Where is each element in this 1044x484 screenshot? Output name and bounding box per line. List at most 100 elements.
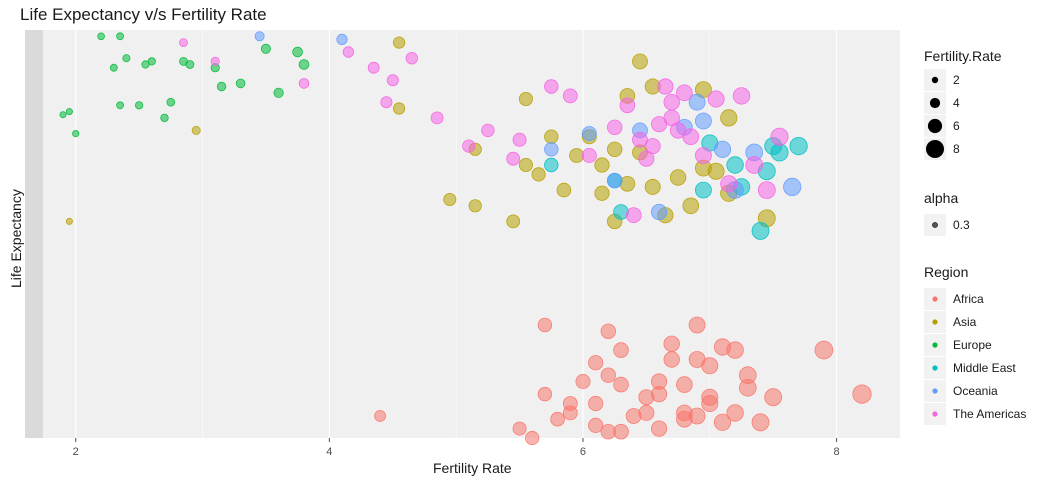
data-point-the-americas (562, 88, 578, 104)
data-point-oceania (713, 140, 732, 158)
data-point-africa (613, 376, 629, 393)
data-point-asia (392, 36, 406, 49)
data-point-europe (166, 97, 176, 107)
data-point-middle-east (726, 156, 744, 174)
data-point-the-americas (695, 147, 712, 164)
data-point-asia (468, 199, 482, 213)
region-legend-key (932, 342, 938, 348)
data-point-oceania (581, 126, 597, 142)
data-point-africa (764, 388, 783, 407)
data-point-africa (751, 413, 770, 432)
data-point-the-americas (210, 56, 220, 67)
data-point-middle-east (770, 143, 789, 162)
data-point-the-americas (405, 52, 419, 65)
data-point-asia (720, 109, 738, 127)
y-tick-marks (25, 30, 43, 438)
data-point-europe (59, 111, 67, 119)
data-point-asia (594, 157, 610, 173)
size-legend-key (929, 97, 941, 109)
data-point-africa (726, 341, 744, 359)
data-point-europe (160, 113, 169, 123)
data-point-the-americas (619, 97, 636, 114)
data-point-africa (613, 342, 629, 358)
data-point-the-americas (506, 151, 521, 166)
region-legend-label: Middle East (953, 361, 1016, 375)
size-legend-label: 2 (953, 73, 960, 87)
data-point-africa (600, 424, 617, 440)
data-point-the-americas (676, 84, 693, 102)
data-point-africa (562, 396, 578, 411)
data-point-africa (525, 430, 540, 446)
data-point-africa (701, 357, 719, 375)
region-legend-key (932, 365, 938, 371)
data-point-asia (518, 157, 533, 172)
data-point-asia (619, 176, 636, 192)
data-point-africa (701, 394, 719, 412)
data-point-africa (814, 340, 834, 360)
chart-title: Life Expectancy v/s Fertility Rate (20, 5, 267, 24)
data-point-africa (537, 317, 553, 333)
data-point-the-americas (770, 127, 789, 146)
alpha-legend-title: alpha (924, 190, 958, 206)
data-point-the-americas (386, 74, 399, 87)
size-legend-title: Fertility.Rate (924, 48, 1002, 64)
data-point-africa (676, 376, 693, 393)
data-point-africa (638, 404, 655, 421)
data-point-africa (600, 323, 617, 340)
data-point-the-americas (644, 138, 661, 155)
data-point-oceania (695, 112, 712, 130)
x-tick-label: 6 (580, 446, 586, 458)
data-point-europe (65, 108, 73, 116)
data-point-the-americas (512, 132, 527, 147)
data-point-the-americas (430, 111, 444, 125)
data-point-europe (260, 43, 271, 54)
data-point-the-americas (179, 38, 188, 47)
data-point-europe (298, 59, 310, 70)
size-legend-label: 8 (953, 142, 960, 156)
data-point-the-americas (632, 131, 648, 148)
data-point-africa (726, 404, 744, 422)
data-point-the-americas (380, 96, 393, 109)
y-gridlines (25, 30, 900, 438)
data-point-europe (135, 101, 144, 110)
x-tick-label: 2 (73, 446, 79, 458)
data-point-europe (116, 32, 124, 41)
data-point-oceania (544, 142, 559, 157)
data-point-oceania (336, 33, 348, 46)
data-point-asia (632, 53, 648, 70)
data-point-asia (682, 197, 700, 215)
data-point-africa (512, 421, 527, 436)
region-legend-key (932, 411, 938, 417)
data-point-the-americas (462, 139, 476, 153)
data-point-asia (644, 178, 661, 195)
region-legend-key (932, 319, 938, 325)
size-legend-key (931, 76, 939, 84)
data-point-asia (518, 92, 533, 107)
data-point-asia (544, 129, 559, 144)
data-point-europe (72, 130, 80, 138)
data-point-the-americas (607, 119, 623, 136)
data-point-asia (392, 102, 406, 115)
alpha-legend: alpha 0.3 (924, 190, 970, 236)
data-point-the-americas (663, 93, 680, 111)
data-point-the-americas (638, 150, 655, 167)
data-point-asia (506, 214, 521, 229)
data-point-oceania (650, 203, 668, 221)
data-point-asia (569, 148, 584, 163)
data-point-the-americas (367, 61, 380, 74)
data-point-africa (650, 420, 668, 437)
alpha-legend-label: 0.3 (953, 218, 970, 232)
data-point-asia (191, 125, 201, 135)
data-point-asia (594, 185, 610, 201)
data-point-asia (669, 169, 687, 186)
data-point-the-americas (707, 90, 725, 108)
region-legend-key (932, 296, 938, 302)
data-point-africa (713, 413, 732, 431)
data-point-africa (663, 351, 680, 368)
alpha-legend-key (932, 222, 938, 228)
size-legend: Fertility.Rate 2 4 6 8 (924, 48, 1002, 160)
region-legend-title: Region (924, 264, 968, 280)
data-point-africa (688, 407, 706, 425)
data-point-the-americas (581, 147, 597, 163)
